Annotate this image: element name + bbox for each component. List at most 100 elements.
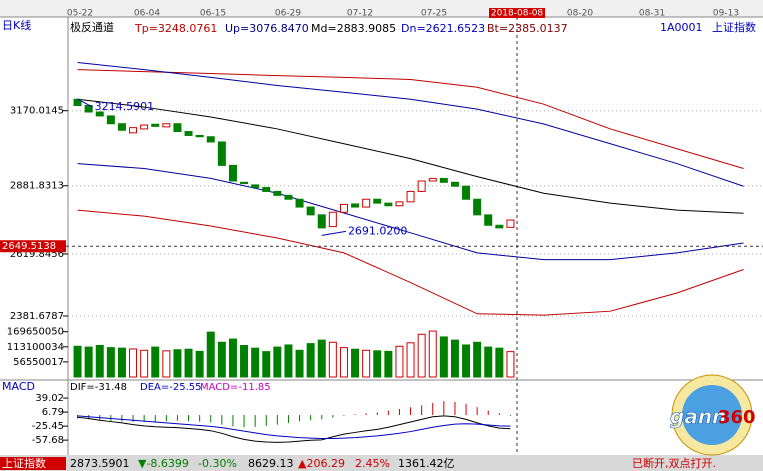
y-tick-label: -57.68: [32, 435, 64, 446]
candle: [484, 214, 493, 226]
volume-bar: [217, 341, 226, 378]
macd-line: [77, 415, 511, 440]
volume-bar: [395, 345, 404, 378]
logo-text: 360: [718, 407, 756, 428]
period: 日K线: [2, 18, 31, 32]
y-tick-label: 2381.6787: [10, 311, 64, 322]
volume-bar: [417, 333, 426, 378]
volume-bar: [262, 351, 271, 378]
candle: [439, 177, 448, 183]
candle: [306, 206, 315, 216]
candle: [295, 198, 304, 208]
candle: [262, 187, 271, 192]
candle: [184, 131, 193, 136]
status-pct2: 2.45%: [355, 457, 390, 470]
date-label: 07-12: [347, 9, 373, 19]
annotation-leader: [321, 230, 347, 236]
annotation-leader: [77, 98, 93, 108]
volume-bar: [295, 349, 304, 378]
macd-label: DIF=-31.48: [70, 382, 127, 393]
param: Md=2883.9085: [311, 22, 396, 35]
volume-bar: [162, 350, 171, 378]
macd-title: MACD: [2, 380, 35, 393]
candle: [228, 164, 237, 182]
volume-bar: [273, 346, 282, 378]
volume-bar: [84, 346, 93, 378]
last-price-box: [0, 240, 66, 253]
logo-text: gann: [670, 405, 726, 429]
candle: [362, 198, 371, 208]
date-label: 06-15: [200, 9, 226, 19]
y-tick-label: 56550017: [13, 357, 64, 368]
y-tick-label: 2619.8456: [10, 249, 64, 260]
volume-bar: [129, 348, 138, 378]
status-pct: -0.30%: [198, 457, 237, 470]
date-label: 05-22: [67, 9, 93, 19]
indicator: 极反通道: [70, 20, 114, 34]
y-tick-label: 113100034: [7, 342, 64, 353]
volume-bar: [495, 347, 504, 378]
status-index-box: [0, 457, 66, 470]
date-label: 06-29: [275, 9, 301, 19]
volume-bar: [173, 349, 182, 378]
last-price-label: 2649.5138: [2, 241, 56, 252]
param: Up=3076.8470: [225, 22, 309, 35]
name: 上证指数: [712, 20, 756, 34]
candle: [462, 185, 471, 200]
volume-bar: [473, 341, 482, 378]
channel-line: [77, 62, 744, 187]
candle: [328, 211, 337, 228]
volume-bar: [450, 339, 459, 378]
volume-bar: [95, 344, 104, 378]
status-change2: ▲206.29: [298, 457, 345, 470]
y-tick-label: 169650050: [7, 327, 64, 338]
volume-bar: [151, 346, 160, 378]
channel-line: [77, 163, 744, 261]
candle: [140, 124, 149, 130]
volume-bar: [73, 345, 82, 378]
channel-line: [77, 98, 744, 214]
status-connection: 已断开,双点打开.: [632, 456, 716, 470]
date-label: 09-13: [713, 9, 739, 19]
annotation: 2691.0200: [348, 224, 408, 237]
candle: [450, 181, 459, 187]
status-change: ▼-8.6399: [138, 457, 189, 470]
candle: [373, 198, 382, 204]
volume-bar: [240, 344, 249, 378]
date-label: 2018-08-08: [491, 9, 544, 19]
candle: [217, 141, 226, 166]
macd-label: DEA=-25.55: [140, 382, 201, 393]
channel-line: [77, 69, 744, 169]
volume-bar: [462, 344, 471, 378]
volume-bar: [506, 351, 515, 378]
status-bar: [0, 455, 763, 471]
volume-bar: [406, 342, 415, 378]
status-price: 2873.5901: [70, 457, 130, 470]
code: 1A0001: [660, 21, 703, 34]
candle: [417, 180, 426, 192]
candle: [117, 123, 126, 131]
candle: [473, 198, 482, 216]
volume-bar: [384, 350, 393, 378]
date-label: 06-04: [134, 9, 160, 19]
volume-bar: [373, 350, 382, 378]
volume-bar: [351, 348, 360, 378]
channel-line: [77, 209, 744, 316]
candle: [162, 123, 171, 128]
candle: [129, 127, 138, 134]
candle: [106, 115, 115, 125]
candle: [384, 202, 393, 207]
param: Dn=2621.6523: [401, 22, 485, 35]
volume-bar: [228, 338, 237, 378]
candle: [339, 203, 348, 213]
date-label: 08-20: [567, 9, 593, 19]
date-bar: [0, 0, 763, 17]
volume-bar: [428, 330, 437, 378]
status-amount: 1361.42亿: [398, 457, 455, 470]
volume-bar: [339, 347, 348, 378]
volume-bar: [140, 349, 149, 378]
y-tick-label: 2881.8313: [10, 181, 64, 192]
candle: [251, 184, 260, 189]
volume-bar: [362, 349, 371, 378]
candle: [406, 190, 415, 203]
